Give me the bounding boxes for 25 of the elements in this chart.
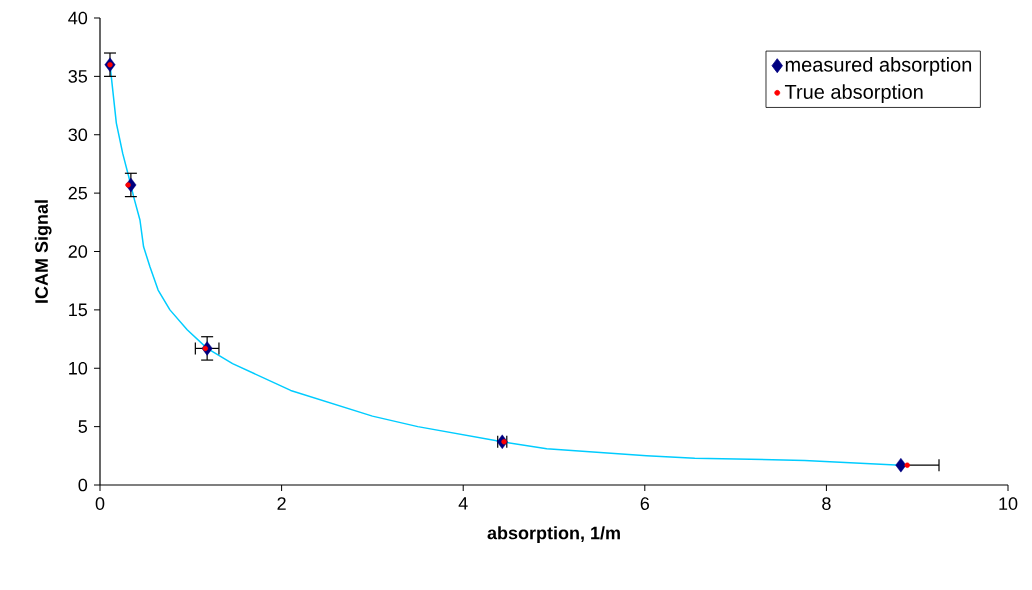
y-tick-label: 20 <box>68 245 88 258</box>
y-tick-label: 5 <box>78 420 88 433</box>
x-tick-label: 8 <box>822 497 831 510</box>
point <box>125 182 131 188</box>
y-tick-label: 10 <box>69 361 88 375</box>
point <box>202 345 209 352</box>
x-tick-label: 4 <box>458 497 468 510</box>
y-tick-label: 25 <box>68 186 88 200</box>
y-tick-label: 0 <box>78 478 88 492</box>
legend-label: True absorption <box>784 84 923 103</box>
x-tick-label: 10 <box>999 497 1018 510</box>
point <box>107 62 113 68</box>
x-tick-label: 0 <box>95 497 105 510</box>
point <box>501 439 507 445</box>
x-tick-label: 2 <box>277 497 286 510</box>
x-tick-label: 6 <box>640 497 650 510</box>
legend-label: measured absorption <box>785 57 972 76</box>
point <box>904 462 910 468</box>
x-axis-title: absorption, 1/m <box>487 526 620 543</box>
y-tick-label: 35 <box>68 70 88 83</box>
y-tick-label: 30 <box>68 128 88 142</box>
y-axis-title: ICAM Signal <box>34 200 52 303</box>
y-tick-label: 40 <box>68 11 88 25</box>
y-tick-label: 15 <box>69 303 88 317</box>
point <box>895 457 907 473</box>
